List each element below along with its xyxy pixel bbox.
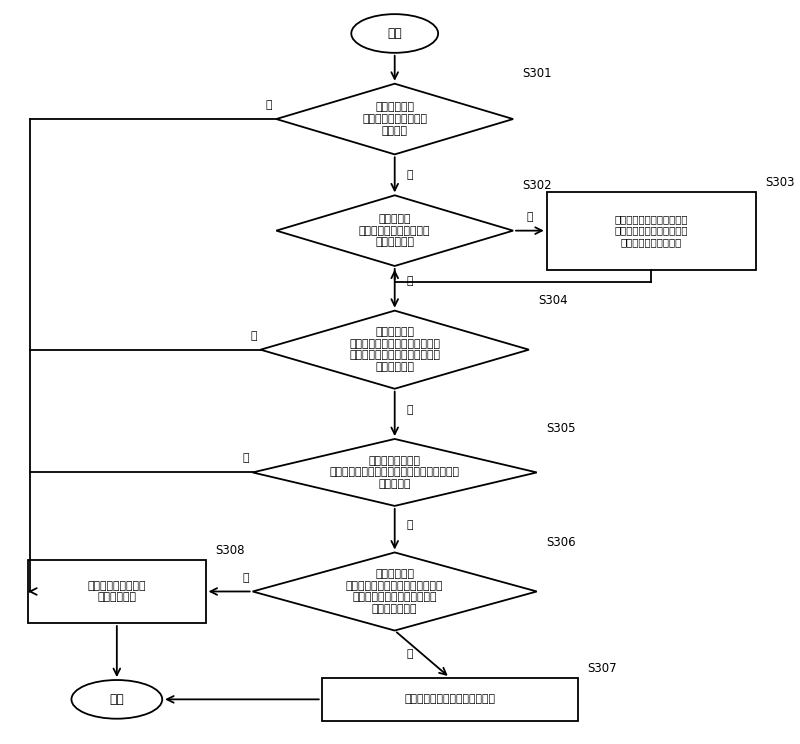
Text: S307: S307 — [588, 662, 618, 675]
Text: 判断待播放的
信息的连续两次播放时间间隔是否
超过待播放的信息的两次播放
的最小时间间隔: 判断待播放的 信息的连续两次播放时间间隔是否 超过待播放的信息的两次播放 的最小… — [346, 569, 443, 614]
Text: 结束: 结束 — [110, 693, 124, 706]
Text: 是: 是 — [250, 331, 257, 341]
Text: 根据当前时间更新存储的限
制时间段，并重新初始化待
播放的信息的播放信息: 根据当前时间更新存储的限 制时间段，并重新初始化待 播放的信息的播放信息 — [614, 214, 688, 247]
Text: S308: S308 — [215, 544, 245, 557]
Text: 是: 是 — [266, 100, 272, 110]
Text: 判断待播放的推送
的已播放总次数是否达到信息的有效期内的最
大播放次数: 判断待播放的推送 的已播放总次数是否达到信息的有效期内的最 大播放次数 — [330, 456, 460, 489]
Text: 否: 否 — [406, 405, 413, 415]
Text: 否: 否 — [406, 276, 413, 286]
Text: S302: S302 — [522, 179, 552, 192]
Text: 否: 否 — [406, 650, 413, 659]
Text: 否: 否 — [406, 170, 413, 180]
Text: S304: S304 — [538, 294, 568, 307]
Text: S301: S301 — [522, 67, 552, 80]
Text: S303: S303 — [766, 176, 795, 189]
Text: 判断当前时间
是否超过待播放的信息
的有效期: 判断当前时间 是否超过待播放的信息 的有效期 — [362, 103, 427, 135]
Text: 否: 否 — [406, 521, 413, 530]
Text: 判定待播放的信息不
符合播放要求: 判定待播放的信息不 符合播放要求 — [87, 580, 146, 603]
Text: 判定待播放的信息符合播放要求: 判定待播放的信息符合播放要求 — [405, 694, 495, 705]
Text: 开始: 开始 — [387, 27, 402, 40]
Text: 是: 是 — [526, 212, 533, 222]
Text: 是: 是 — [242, 454, 249, 464]
Text: 判断当前时
间是否超过待播放的信息
的限制时间段: 判断当前时 间是否超过待播放的信息 的限制时间段 — [359, 214, 430, 247]
Text: S305: S305 — [546, 423, 576, 435]
Text: 是: 是 — [242, 573, 249, 583]
Text: 判断待播放的
信息在限制时间段内的播放次数
是否达到信息的限制时间段内的
最大播放次数: 判断待播放的 信息在限制时间段内的播放次数 是否达到信息的限制时间段内的 最大播… — [350, 327, 440, 372]
Text: S306: S306 — [546, 536, 576, 549]
